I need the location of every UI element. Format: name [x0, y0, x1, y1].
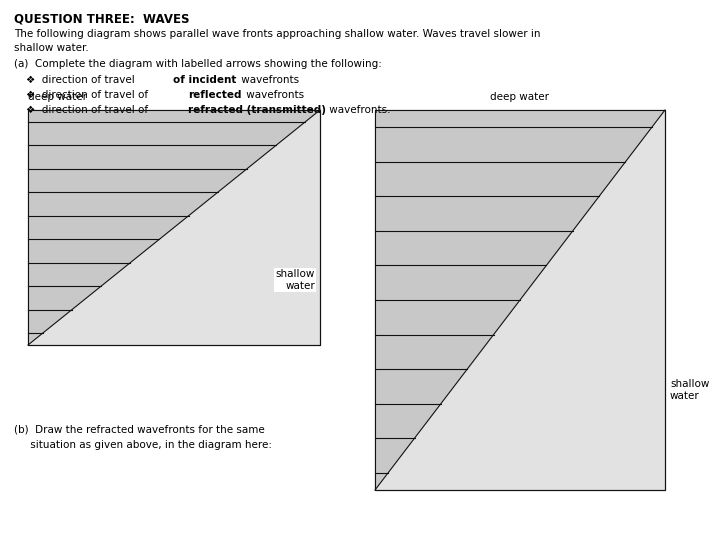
Text: ❖  direction of travel of: ❖ direction of travel of: [26, 105, 151, 115]
Text: (a)  Complete the diagram with labelled arrows showing the following:: (a) Complete the diagram with labelled a…: [14, 59, 382, 69]
Text: (b)  Draw the refracted wavefronts for the same: (b) Draw the refracted wavefronts for th…: [14, 425, 265, 435]
Text: refracted (transmitted): refracted (transmitted): [188, 105, 326, 115]
Bar: [28, 110, 320, 345]
Text: ❖  direction of travel of: ❖ direction of travel of: [26, 90, 151, 100]
Text: reflected: reflected: [188, 90, 241, 100]
Polygon shape: [375, 110, 665, 490]
Text: The following diagram shows parallel wave fronts approaching shallow water. Wave: The following diagram shows parallel wav…: [14, 29, 541, 39]
Bar: [28, 110, 320, 345]
Text: shallow
water: shallow water: [670, 379, 709, 401]
Bar: [375, 110, 665, 490]
Text: deep water: deep water: [28, 92, 87, 102]
Text: wavefronts: wavefronts: [243, 90, 304, 100]
Polygon shape: [28, 110, 320, 345]
Text: wavefronts: wavefronts: [238, 75, 299, 85]
Text: QUESTION THREE:  WAVES: QUESTION THREE: WAVES: [14, 13, 189, 26]
Text: shallow
water: shallow water: [276, 269, 315, 291]
Text: situation as given above, in the diagram here:: situation as given above, in the diagram…: [14, 440, 272, 450]
Text: ❖  direction of travel: ❖ direction of travel: [26, 75, 138, 85]
Text: of incident: of incident: [173, 75, 236, 85]
Bar: [375, 110, 665, 490]
Text: shallow water.: shallow water.: [14, 43, 89, 53]
Text: wavefronts.: wavefronts.: [326, 105, 390, 115]
Text: deep water: deep water: [490, 92, 549, 102]
